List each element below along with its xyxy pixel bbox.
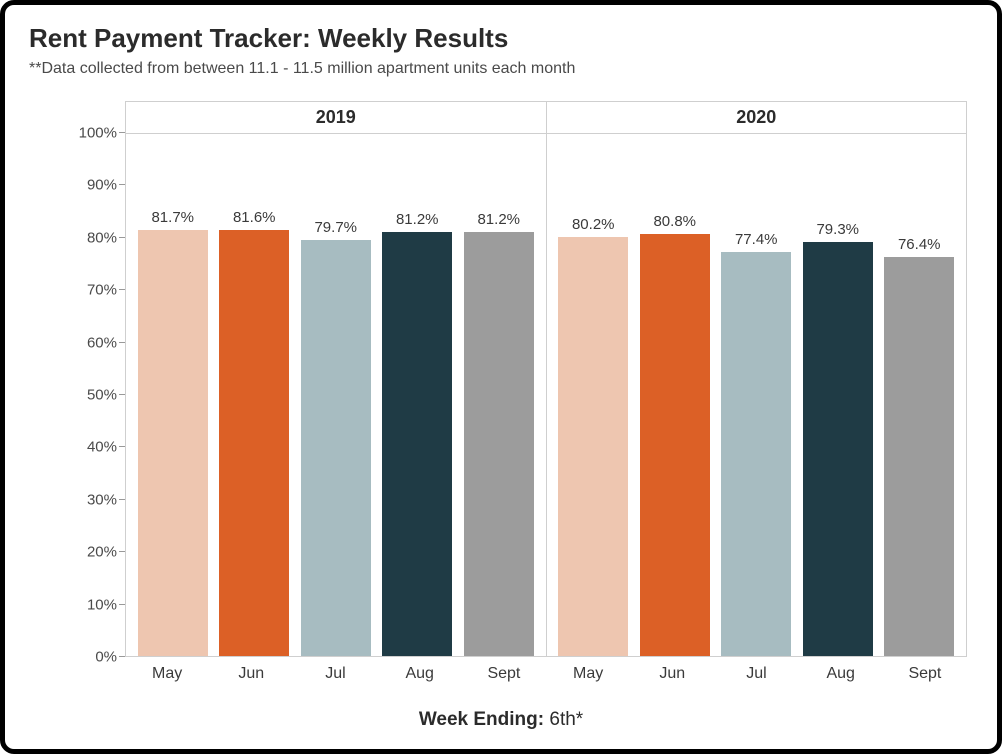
chart-area: Percentage of Rent Payments Made 2019202…: [29, 101, 973, 691]
bar: 80.2%: [558, 237, 628, 656]
bar: 81.2%: [464, 232, 534, 656]
bar-slot: 77.4%: [716, 134, 798, 656]
y-tick-label: 90%: [71, 177, 117, 194]
bar-value-label: 79.7%: [314, 219, 357, 236]
y-tick-label: 0%: [71, 649, 117, 666]
bar: 79.3%: [803, 242, 873, 656]
bar-value-label: 81.2%: [477, 211, 520, 228]
x-tick-label: Sept: [462, 657, 546, 691]
y-tick-label: 30%: [71, 491, 117, 508]
y-tick-label: 10%: [71, 596, 117, 613]
chart-subtitle: **Data collected from between 11.1 - 11.…: [29, 60, 973, 78]
y-tick-label: 40%: [71, 439, 117, 456]
y-tick-label: 50%: [71, 387, 117, 404]
x-tick-label: May: [546, 657, 630, 691]
x-label-panel: MayJunJulAugSept: [546, 657, 967, 691]
x-axis-title-value: 6th*: [549, 709, 583, 730]
bar-slot: 80.2%: [553, 134, 635, 656]
bar-value-label: 81.6%: [233, 209, 276, 226]
y-tick-label: 80%: [71, 229, 117, 246]
x-tick-label: Aug: [378, 657, 462, 691]
bar-slot: 76.4%: [879, 134, 961, 656]
bar: 81.6%: [219, 230, 289, 656]
y-tick-label: 20%: [71, 544, 117, 561]
plot-body: 81.7%81.6%79.7%81.2%81.2%80.2%80.8%77.4%…: [125, 133, 967, 657]
chart-panel: 81.7%81.6%79.7%81.2%81.2%: [125, 133, 547, 657]
bars-container: 81.7%81.6%79.7%81.2%81.2%: [126, 134, 546, 656]
bars-container: 80.2%80.8%77.4%79.3%76.4%: [547, 134, 967, 656]
bar-value-label: 79.3%: [816, 221, 859, 238]
bar: 79.7%: [301, 240, 371, 656]
chart-frame: Rent Payment Tracker: Weekly Results **D…: [0, 0, 1002, 754]
x-axis-title-prefix: Week Ending:: [419, 709, 550, 730]
bar: 77.4%: [721, 252, 791, 656]
bar-value-label: 80.8%: [653, 213, 696, 230]
bar-value-label: 77.4%: [735, 231, 778, 248]
x-tick-label: Jun: [630, 657, 714, 691]
x-tick-label: Jul: [714, 657, 798, 691]
bar-slot: 80.8%: [634, 134, 716, 656]
bar-slot: 81.7%: [132, 134, 214, 656]
bar-slot: 81.6%: [214, 134, 296, 656]
bar-slot: 81.2%: [458, 134, 540, 656]
x-label-panel: MayJunJulAugSept: [125, 657, 546, 691]
bar-value-label: 81.2%: [396, 211, 439, 228]
bar-slot: 79.3%: [797, 134, 879, 656]
x-label-row: MayJunJulAugSeptMayJunJulAugSept: [125, 657, 967, 691]
chart-panel: 80.2%80.8%77.4%79.3%76.4%: [547, 133, 968, 657]
bar: 80.8%: [640, 234, 710, 656]
x-tick-label: May: [125, 657, 209, 691]
bar: 81.7%: [138, 230, 208, 656]
panel-header: 2020: [547, 101, 968, 133]
plot: 20192020 0%10%20%30%40%50%60%70%80%90%10…: [125, 101, 967, 691]
x-tick-label: Sept: [883, 657, 967, 691]
x-tick-label: Jul: [293, 657, 377, 691]
x-tick-label: Jun: [209, 657, 293, 691]
chart-title: Rent Payment Tracker: Weekly Results: [29, 23, 973, 54]
bar: 76.4%: [884, 257, 954, 656]
bar: 81.2%: [382, 232, 452, 656]
x-tick-label: Aug: [799, 657, 883, 691]
y-tick-label: 100%: [71, 125, 117, 142]
bar-value-label: 80.2%: [572, 216, 615, 233]
panel-header: 2019: [125, 101, 547, 133]
panel-header-row: 20192020: [125, 101, 967, 133]
y-tick-label: 60%: [71, 334, 117, 351]
bar-slot: 81.2%: [377, 134, 459, 656]
x-axis-title: Week Ending: 6th*: [5, 709, 997, 731]
bar-value-label: 76.4%: [898, 236, 941, 253]
y-tick-label: 70%: [71, 282, 117, 299]
bar-slot: 79.7%: [295, 134, 377, 656]
bar-value-label: 81.7%: [151, 209, 194, 226]
